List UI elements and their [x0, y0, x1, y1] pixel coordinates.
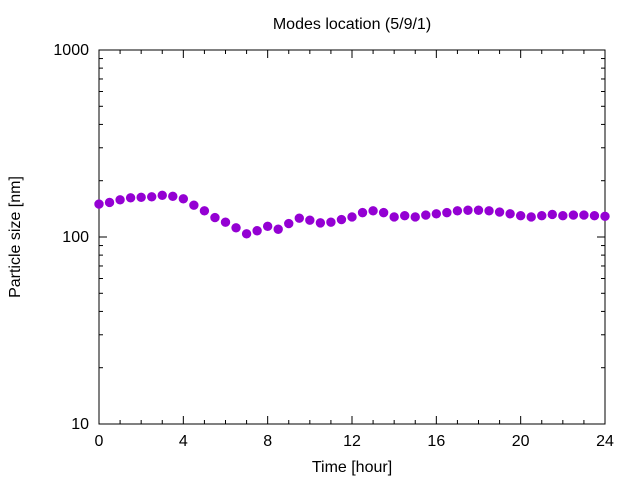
y-tick-label: 1000: [53, 42, 89, 59]
data-point: [589, 210, 600, 221]
data-point: [421, 210, 431, 220]
data-point: [326, 217, 336, 227]
data-point: [178, 194, 189, 204]
x-axis-label: Time [hour]: [312, 459, 392, 476]
data-point: [410, 212, 420, 222]
x-tick-label: 8: [263, 433, 272, 450]
data-point: [558, 210, 568, 221]
major-ticks: [98, 49, 606, 425]
x-tick-label: 12: [343, 433, 361, 450]
data-point: [115, 195, 125, 205]
data-point: [494, 207, 505, 217]
x-tick-label: 24: [596, 433, 614, 450]
data-point: [147, 192, 157, 202]
y-axis-label: Particle size [nm]: [7, 176, 24, 298]
data-point: [442, 207, 452, 218]
chart-title: Modes location (5/9/1): [273, 16, 431, 33]
data-point: [305, 215, 315, 225]
data-point: [463, 205, 473, 215]
data-point: [378, 207, 389, 218]
data-point: [104, 197, 115, 208]
data-point: [220, 217, 231, 227]
x-tick-label: 20: [512, 433, 530, 450]
data-point: [94, 199, 104, 209]
data-point: [505, 209, 515, 219]
data-point: [231, 223, 241, 233]
y-tick-label: 100: [62, 229, 89, 246]
data-point: [526, 212, 536, 222]
data-point: [579, 210, 589, 220]
data-point: [284, 218, 294, 229]
data-point: [189, 200, 199, 210]
data-point: [273, 224, 283, 234]
data-point: [484, 206, 494, 216]
data-point: [600, 211, 610, 222]
data-point: [241, 229, 252, 239]
data-point: [357, 207, 368, 218]
data-point: [515, 210, 526, 221]
data-point: [125, 193, 136, 203]
minor-ticks: [99, 50, 605, 424]
data-point: [210, 212, 220, 223]
series-points: [94, 190, 610, 239]
data-point: [294, 213, 304, 223]
data-point: [547, 209, 557, 220]
x-tick-label: 4: [179, 433, 188, 450]
data-point: [336, 214, 347, 225]
data-point: [368, 206, 378, 216]
data-point: [252, 226, 262, 236]
data-point: [315, 218, 326, 228]
data-point: [199, 206, 210, 216]
data-point: [431, 209, 442, 219]
data-point: [347, 212, 357, 222]
x-tick-labels: 0 4 8 12 16 20 24: [95, 433, 614, 450]
x-tick-label: 0: [95, 433, 104, 450]
data-point: [136, 192, 146, 203]
data-point: [400, 210, 410, 221]
data-point: [262, 221, 273, 232]
data-point: [473, 205, 484, 215]
data-point: [568, 210, 579, 220]
data-point: [157, 190, 167, 201]
data-point: [537, 210, 547, 221]
y-tick-labels: 10 100 1000: [53, 42, 89, 433]
y-tick-label: 10: [71, 416, 89, 433]
data-point: [168, 191, 178, 202]
data-point: [389, 212, 399, 222]
x-tick-label: 16: [427, 433, 445, 450]
data-point: [452, 206, 463, 216]
